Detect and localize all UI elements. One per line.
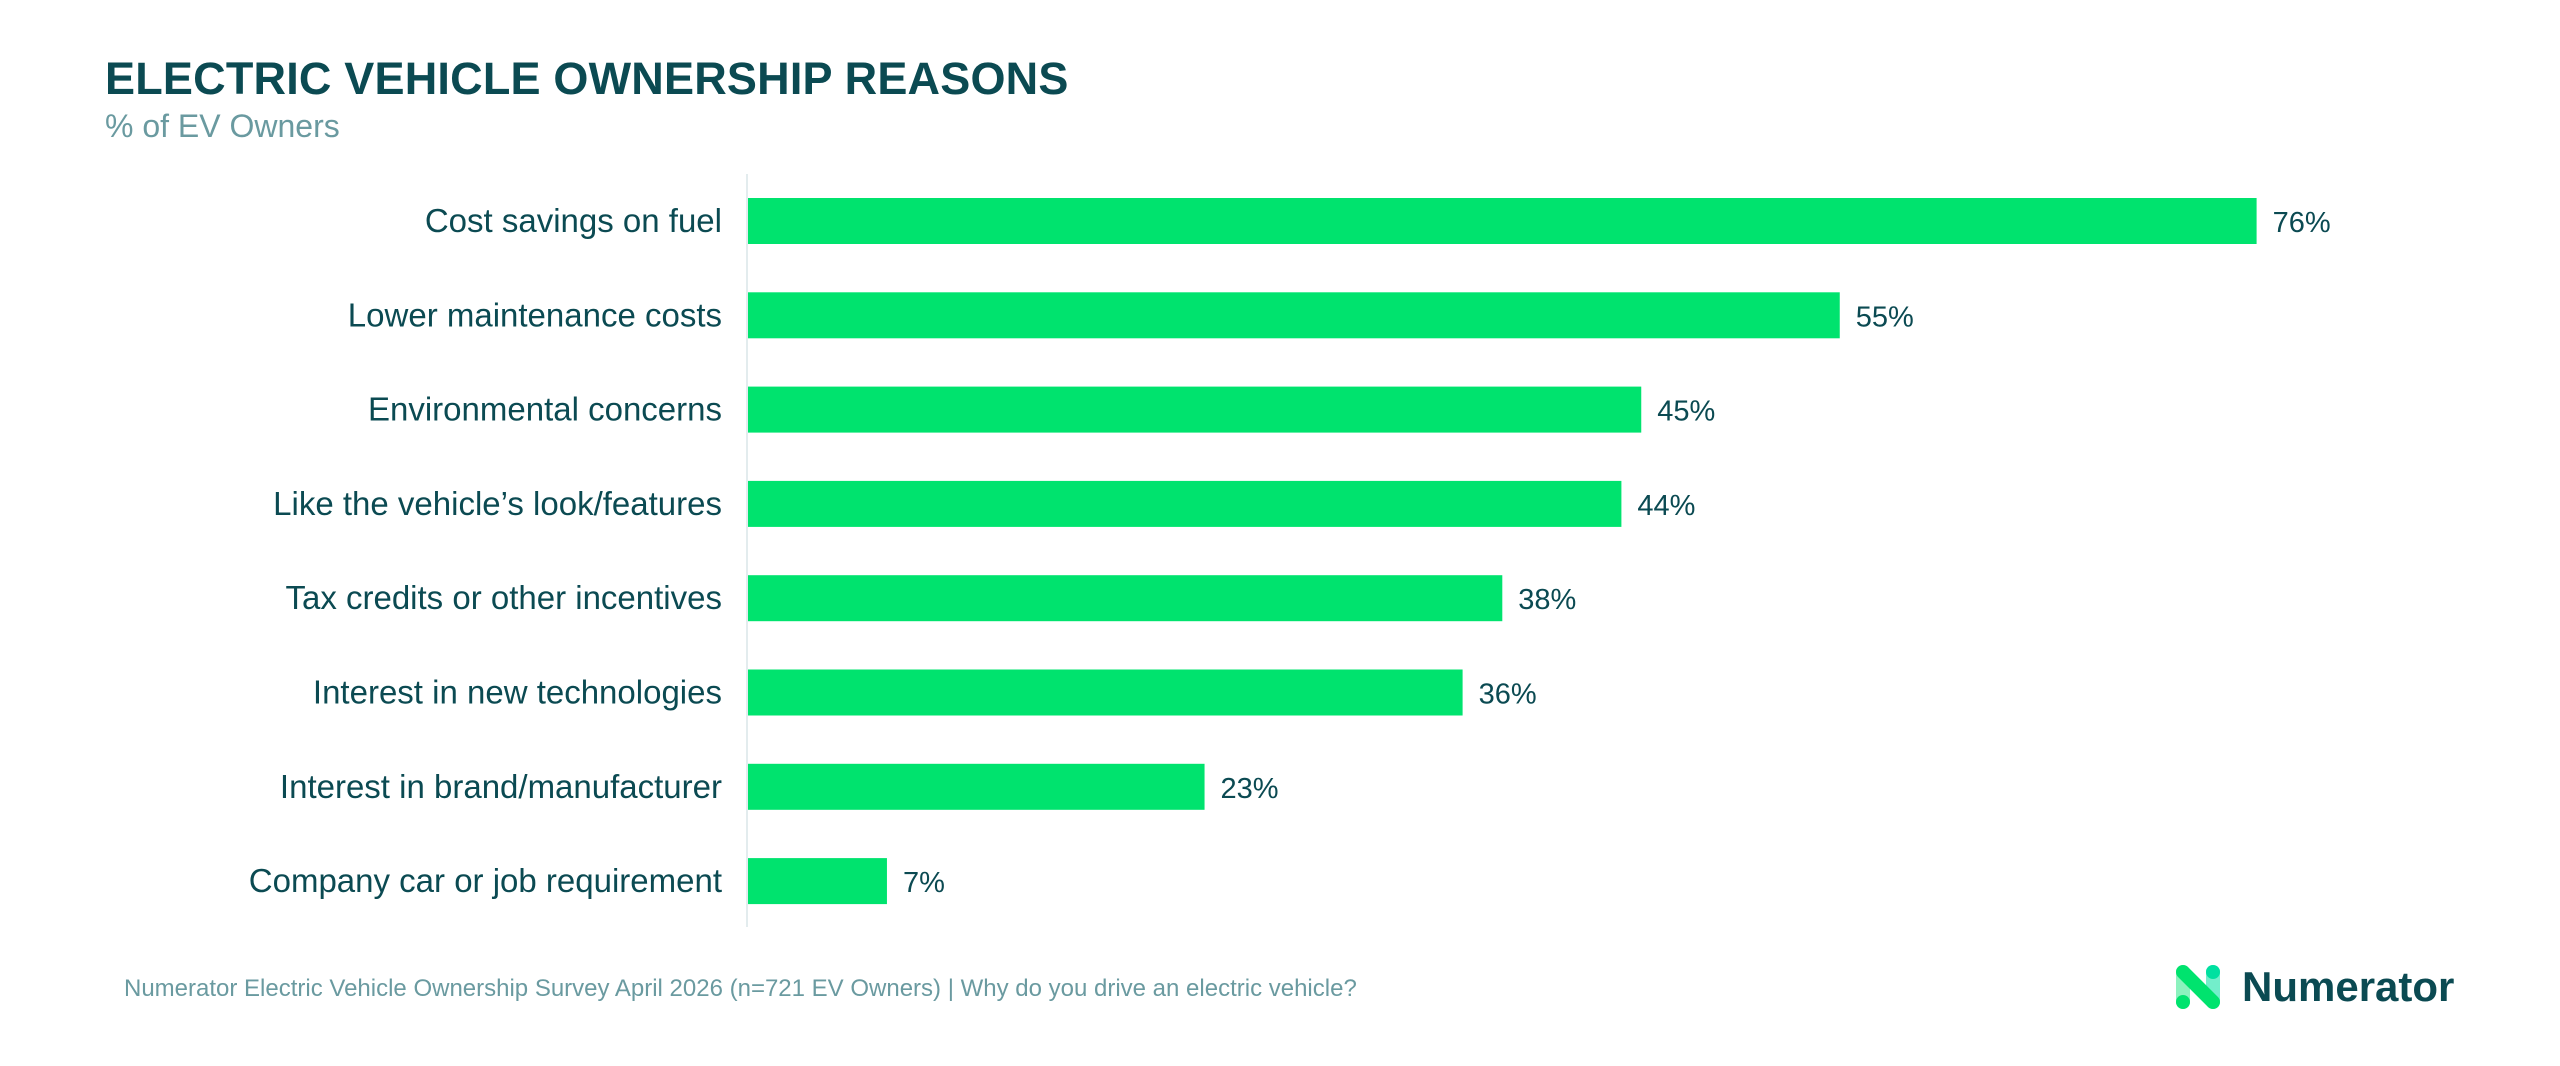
bar [748,480,1622,527]
category-label: Interest in new technologies [313,674,722,711]
category-label: Cost savings on fuel [425,202,722,239]
bar [748,198,2257,244]
bar-row: Environmental concerns 45% [368,386,1715,433]
bar [748,763,1205,810]
numerator-logo: Numerator [2174,962,2454,1012]
brand-name: Numerator [2242,963,2455,1010]
bar [748,669,1463,716]
bars-group: Cost savings on fuel 76% Lower maintenance… [249,198,2331,905]
category-label: Lower maintenance costs [348,296,722,333]
category-label: Interest in brand/manufacturer [280,768,722,805]
bar-row: Company car or job requirement 7% [249,858,945,905]
value-label: 44% [1637,490,1695,522]
value-label: 45% [1657,396,1715,428]
source-footnote: Numerator Electric Vehicle Ownership Sur… [124,975,1357,1002]
bar [748,575,1503,622]
bar [748,292,1840,339]
bar [748,386,1642,433]
bar [748,858,887,905]
bar-row: Interest in new technologies 36% [313,669,1537,716]
bar-row: Interest in brand/manufacturer 23% [280,763,1279,810]
category-label: Tax credits or other incentives [285,579,722,616]
chart-subtitle: % of EV Owners [105,108,340,144]
value-label: 23% [1221,773,1279,805]
value-label: 36% [1479,679,1537,711]
value-label: 76% [2273,207,2331,239]
value-label: 38% [1518,584,1576,616]
bar-row: Like the vehicle’s look/features 44% [273,480,1695,527]
category-label: Company car or job requirement [249,862,722,899]
category-label: Like the vehicle’s look/features [273,485,722,522]
chart-title: ELECTRIC VEHICLE OWNERSHIP REASONS [105,53,1069,104]
value-label: 55% [1856,301,1914,333]
bar-row: Tax credits or other incentives 38% [285,575,1576,622]
value-label: 7% [903,867,945,899]
category-label: Environmental concerns [368,391,722,428]
bar-row: Cost savings on fuel 76% [425,198,2331,244]
numerator-n-logo-icon [2176,965,2220,1009]
bar-row: Lower maintenance costs 55% [348,292,1914,339]
